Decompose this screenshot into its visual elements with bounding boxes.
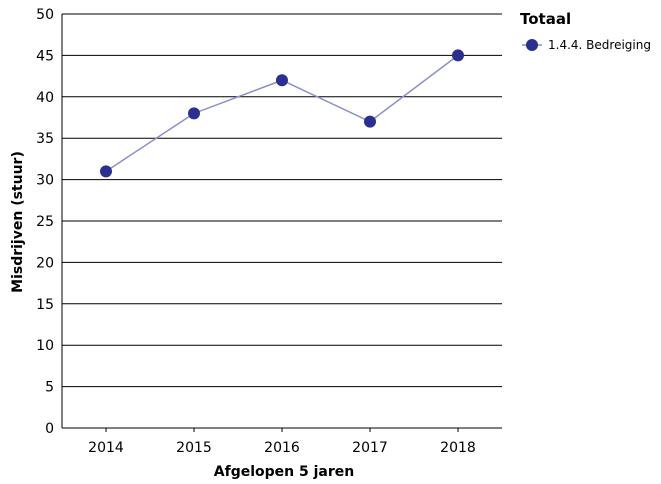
x-axis-ticks: 2014 2015 2016 2017 2018	[88, 428, 476, 456]
y-axis-ticks: 0 5 10 15 20 25 30 35 40 45 50	[36, 7, 54, 437]
series-group	[100, 49, 464, 177]
data-point-2017	[364, 116, 376, 128]
x-axis-title: Afgelopen 5 jaren	[214, 464, 354, 480]
y-tick-label: 15	[36, 297, 54, 313]
data-point-2018	[452, 49, 464, 61]
legend: Totaal 1.4.4. Bedreiging	[520, 10, 651, 52]
y-tick-label: 0	[45, 421, 54, 437]
data-point-2014	[100, 165, 112, 177]
y-tick-label: 10	[36, 338, 54, 354]
x-tick-label: 2017	[352, 440, 388, 456]
x-tick-label: 2014	[88, 440, 124, 456]
legend-title: Totaal	[520, 10, 571, 28]
y-tick-label: 35	[36, 131, 54, 147]
x-tick-label: 2015	[176, 440, 212, 456]
data-point-2015	[188, 107, 200, 119]
y-tick-label: 25	[36, 214, 54, 230]
y-tick-label: 30	[36, 173, 54, 189]
data-point-2016	[276, 74, 288, 86]
legend-series-label: 1.4.4. Bedreiging	[548, 38, 651, 52]
x-tick-label: 2016	[264, 440, 300, 456]
y-tick-label: 20	[36, 255, 54, 271]
y-tick-label: 45	[36, 48, 54, 64]
x-tick-label: 2018	[440, 440, 476, 456]
y-tick-label: 40	[36, 90, 54, 106]
legend-marker	[526, 39, 538, 51]
y-axis-title: Misdrijven (stuur)	[10, 151, 26, 293]
y-tick-label: 5	[45, 380, 54, 396]
series-line	[106, 55, 458, 171]
y-tick-label: 50	[36, 7, 54, 23]
